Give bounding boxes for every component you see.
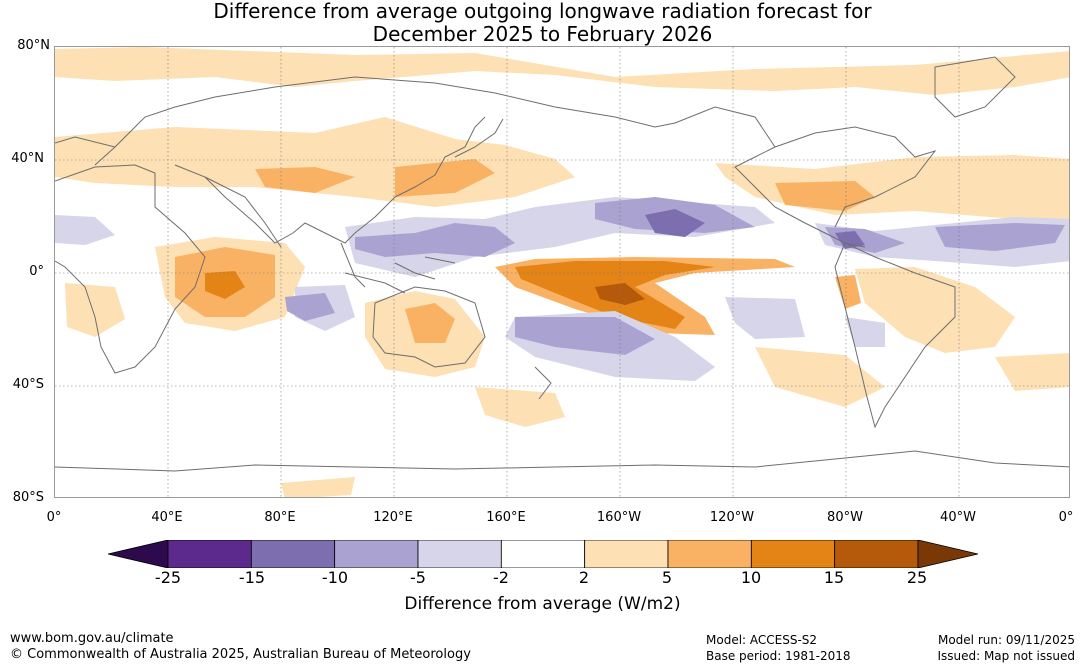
colorbar-tick-label: 10 xyxy=(740,568,762,587)
lon-label-80e: 80°E xyxy=(264,510,296,525)
colorbar-tick-label: -25 xyxy=(154,568,182,587)
colorbar-tick-label: -2 xyxy=(493,568,509,587)
colorbar-segment xyxy=(500,540,586,568)
colorbar-tick-label: -10 xyxy=(321,568,349,587)
colorbar-extend-low xyxy=(108,540,169,568)
copyright-text: © Commonwealth of Australia 2025, Austra… xyxy=(10,647,471,662)
map-canvas xyxy=(55,47,1069,497)
coastlines xyxy=(55,56,1069,472)
lon-label-120w: 120°W xyxy=(709,510,755,525)
lon-label-0-end: 0° xyxy=(1058,510,1074,525)
lat-label-80s: 80°S xyxy=(12,490,44,505)
lon-label-80w: 80°W xyxy=(827,510,863,525)
colorbar-tick-label: 2 xyxy=(578,568,590,587)
lat-label-40n: 40°N xyxy=(11,151,44,166)
lon-label-160w: 160°W xyxy=(596,510,642,525)
lat-label-80n: 80°N xyxy=(17,38,50,53)
lat-label-0: 0° xyxy=(29,264,44,279)
colorbar-segment xyxy=(750,540,836,568)
colorbar xyxy=(108,540,978,568)
lon-label-0: 0° xyxy=(46,510,62,525)
base-period: Base period: 1981-2018 xyxy=(706,649,851,663)
anomaly-15-to-25 xyxy=(595,283,645,305)
lon-label-160e: 160°E xyxy=(486,510,526,525)
anomaly-neg10-to-neg15 xyxy=(645,209,865,249)
model-run-date: Model run: 09/11/2025 xyxy=(937,633,1075,647)
colorbar-segment xyxy=(334,540,419,568)
colorbar-tick-label: -5 xyxy=(410,568,426,587)
model-name: Model: ACCESS-S2 xyxy=(706,633,818,647)
colorbar-tick-label: 15 xyxy=(823,568,845,587)
lon-label-40e: 40°E xyxy=(151,510,183,525)
title-line-1: Difference from average outgoing longwav… xyxy=(213,0,872,23)
lon-label-120e: 120°E xyxy=(373,510,413,525)
olr-anomaly-map xyxy=(54,46,1070,498)
colorbar-title: Difference from average (W/m2) xyxy=(404,594,681,614)
colorbar-tick-label: 25 xyxy=(906,568,928,587)
colorbar-segment xyxy=(667,540,752,568)
colorbar-segment xyxy=(250,540,336,568)
colorbar-segment xyxy=(584,540,669,568)
issued-status: Issued: Map not issued xyxy=(937,649,1075,663)
lon-label-40w: 40°W xyxy=(940,510,976,525)
colorbar-segment xyxy=(417,540,502,568)
colorbar-extend-high xyxy=(917,540,978,568)
colorbar-tick-label: 5 xyxy=(661,568,673,587)
colorbar-segment xyxy=(834,540,919,568)
website-link[interactable]: www.bom.gov.au/climate xyxy=(10,631,174,646)
title-line-2: December 2025 to February 2026 xyxy=(372,22,713,46)
map-title: Difference from average outgoing longwav… xyxy=(0,0,1085,46)
colorbar-tick-label: -15 xyxy=(238,568,266,587)
lat-label-40s: 40°S xyxy=(12,377,44,392)
graticule xyxy=(55,47,1069,497)
colorbar-segment xyxy=(167,540,252,568)
